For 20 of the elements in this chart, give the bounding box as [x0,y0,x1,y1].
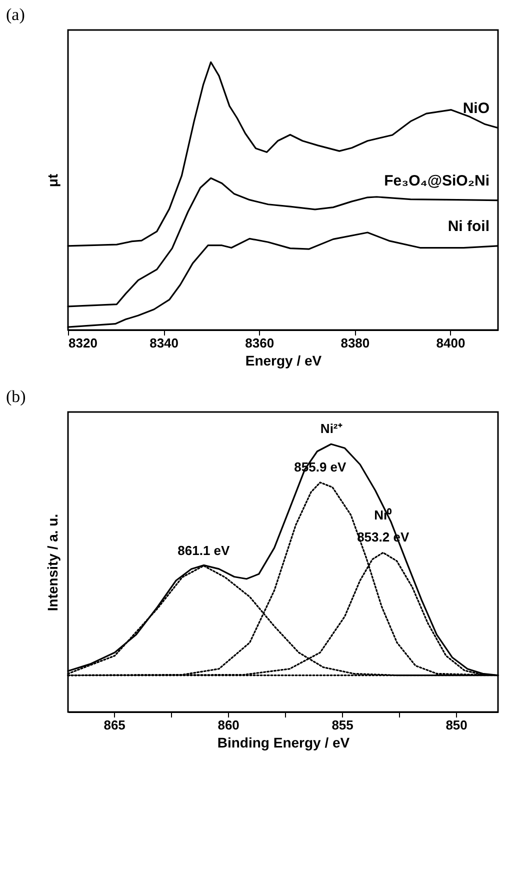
series-label: Fe₃O₄@SiO₂Ni [384,172,490,190]
x-tick-label: 8320 [68,336,98,350]
series-label: Ni foil [448,218,490,235]
x-tick-label: 8400 [436,336,466,350]
x-tick-label: 865 [104,718,126,732]
x-axis-title: Energy / eV [245,352,322,368]
x-tick-label: 8340 [150,336,179,350]
series-label: NiO [462,100,490,117]
x-tick-label: 8360 [245,336,274,350]
chart-title: (b) [6,387,26,406]
x-tick-label: 850 [446,718,468,732]
y-axis-title: μt [44,174,60,188]
y-axis-title: Intensity / a. u. [44,514,60,612]
x-tick-label: 8380 [340,336,370,350]
x-tick-label: 855 [332,718,354,732]
annotation: 861.1 eV [178,542,230,558]
x-tick-label: 860 [218,718,240,732]
x-axis-title: Binding Energy / eV [217,734,350,750]
annotation: Ni²⁺ [320,421,343,436]
chart-title: (a) [6,5,25,24]
